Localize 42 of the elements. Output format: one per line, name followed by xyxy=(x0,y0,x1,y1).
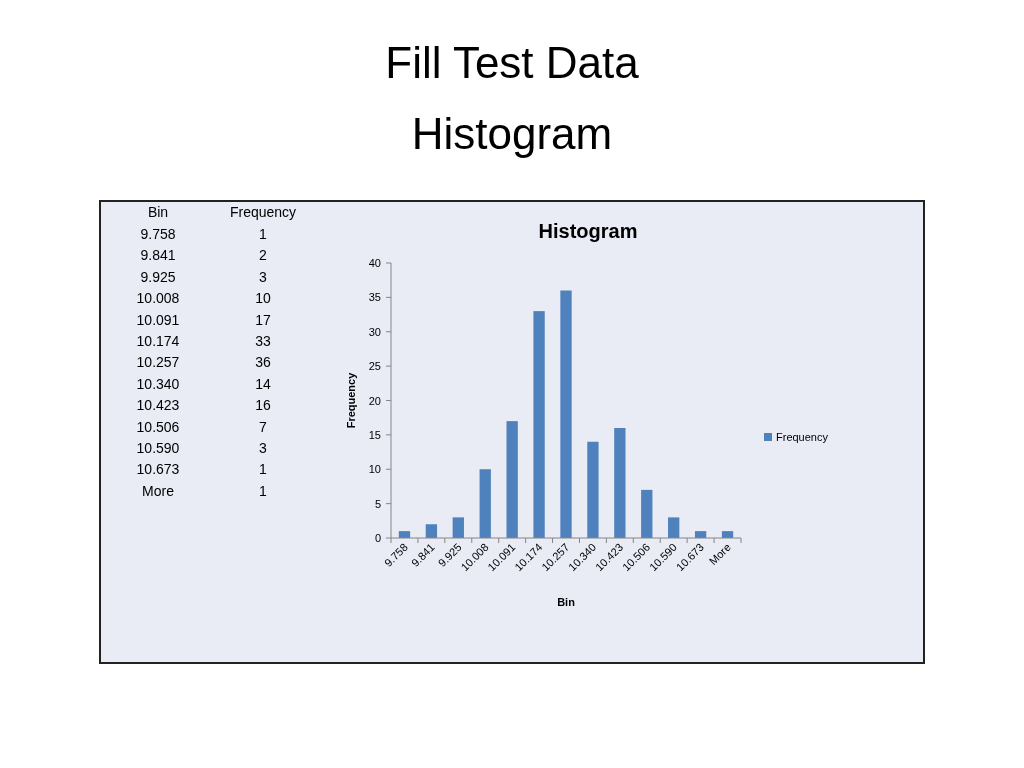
text: 36 xyxy=(255,354,271,371)
category-label: 9.841 xyxy=(140,247,176,264)
y-tick-label: 30 xyxy=(368,325,381,338)
category-label: More xyxy=(142,482,174,499)
text: Frequency xyxy=(229,204,297,220)
text: 1 xyxy=(259,482,268,499)
category-label: 10.257 xyxy=(136,354,180,371)
text: 1 xyxy=(259,461,268,478)
text: 14 xyxy=(255,375,271,392)
legend-label: Frequency xyxy=(776,431,829,443)
category-label: 10.174 xyxy=(136,333,180,349)
category-label: 9.925 xyxy=(140,268,176,285)
category-label: 9.758 xyxy=(140,226,176,242)
y-tick-label: 5 xyxy=(374,497,381,510)
text: 3 xyxy=(259,440,268,456)
category-label: 10.506 xyxy=(136,418,180,435)
y-tick-label: 20 xyxy=(368,394,381,407)
y-tick-label: 10 xyxy=(368,463,381,476)
category-label: 10.590 xyxy=(136,440,180,456)
category-label: 10.091 xyxy=(136,311,180,328)
text: 2 xyxy=(259,247,268,264)
category-label: 10.423 xyxy=(136,397,180,414)
text: 33 xyxy=(255,333,271,349)
y-tick-label: 40 xyxy=(368,257,381,269)
x-axis-title: Bin xyxy=(557,596,576,608)
text: 10 xyxy=(255,290,271,307)
text: 1 xyxy=(259,226,268,242)
category-label: 10.340 xyxy=(136,375,180,392)
chart-title: Fill Test Data Histogram xyxy=(385,38,640,158)
y-tick-label: 15 xyxy=(368,428,381,441)
text: 17 xyxy=(255,311,271,328)
chart-subtitle: Histogram xyxy=(538,220,638,242)
category-label: 10.673 xyxy=(136,461,180,478)
y-axis-title: Frequency xyxy=(345,371,357,429)
y-tick-label: 0 xyxy=(374,532,381,544)
category-label: 10.008 xyxy=(136,290,180,307)
text: 16 xyxy=(255,397,271,414)
text: Bin xyxy=(147,204,169,220)
text: 3 xyxy=(259,268,268,285)
y-tick-label: 35 xyxy=(368,291,381,304)
text: 7 xyxy=(259,418,268,435)
y-tick-label: 25 xyxy=(368,360,381,373)
